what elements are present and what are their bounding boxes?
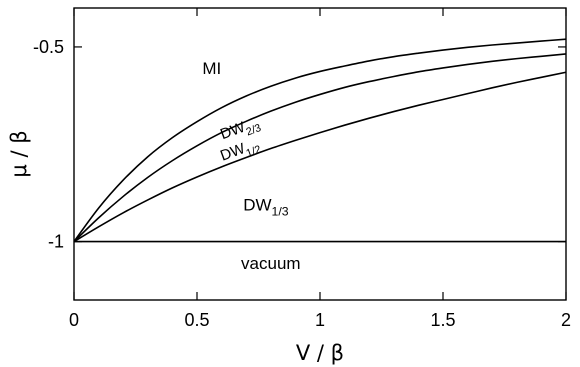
x-tick-label: 1	[315, 310, 325, 330]
vacuum-region-label: vacuum	[241, 254, 301, 273]
x-axis-label: V / β	[296, 341, 344, 365]
mi-region-label: MI	[202, 59, 221, 78]
dw-1-3-region-label: DW1/3	[243, 195, 289, 218]
x-tick-label: 1.5	[430, 310, 455, 330]
x-tick-label: 0	[69, 310, 79, 330]
dw-2-3-boundary-curve	[73, 53, 567, 243]
x-tick-label: 2	[561, 310, 571, 330]
x-axis-ticks: 0 0.5 1 1.5 2	[69, 8, 571, 330]
y-axis-label: μ / β	[7, 130, 31, 177]
y-tick-label: -1	[48, 232, 64, 252]
mi-boundary-curve	[73, 38, 567, 243]
dw-1-2-boundary-curve	[73, 71, 567, 243]
y-tick-label: -0.5	[33, 37, 64, 57]
x-tick-label: 0.5	[184, 310, 209, 330]
plot-frame	[73, 7, 567, 301]
phase-boundary-curves	[73, 38, 567, 243]
